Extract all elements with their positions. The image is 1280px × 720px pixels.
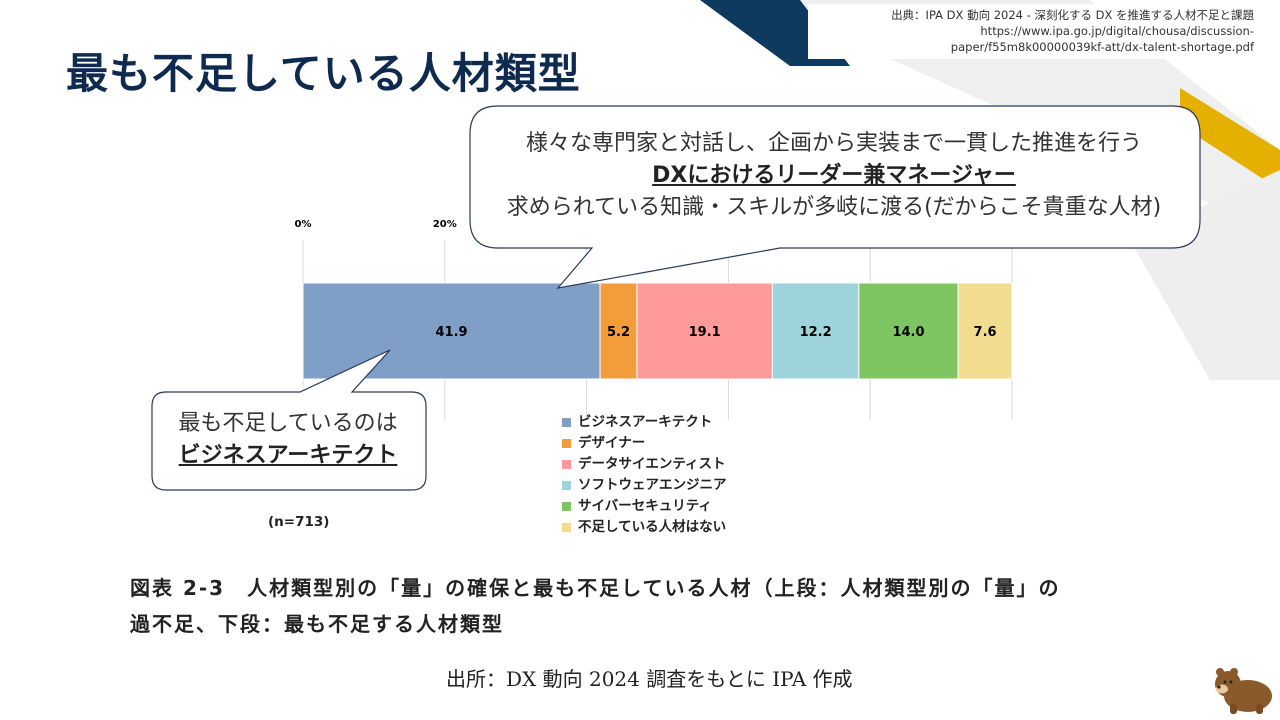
caption-line: 過不足、下段：最も不足する人材類型	[130, 612, 504, 636]
callout-left-line1: 最も不足しているのは	[178, 411, 398, 436]
figure-caption: 図表 2-3 人材類型別の「量」の確保と最も不足している人材（上段：人材類型別の…	[130, 570, 1210, 642]
bar-segment	[636, 282, 773, 380]
callout-left-text: 最も不足しているのは ビジネスアーキテクト	[152, 408, 424, 472]
legend-item: サイバーセキュリティ	[562, 496, 727, 517]
sample-size-label: (n=713)	[268, 514, 330, 530]
chart-data-labels: 41.9 5.2 19.1 12.2 14.0 7.6	[435, 325, 996, 340]
legend-item: データサイエンティスト	[562, 454, 727, 475]
callout-left-line2: ビジネスアーキテクト	[178, 443, 398, 468]
callout-top-text: 様々な専門家と対話し、企画から実装まで一貫した推進を行う DXにおけるリーダー兼…	[470, 128, 1198, 224]
legend-label: デザイナー	[578, 435, 646, 451]
bar-segment	[771, 282, 860, 380]
legend-label: データサイエンティスト	[578, 456, 726, 472]
legend-label: ソフトウェアエンジニア	[578, 477, 727, 493]
legend-label: ビジネスアーキテクト	[578, 414, 713, 430]
legend-item: ビジネスアーキテクト	[562, 412, 727, 433]
chart-bars	[302, 282, 1013, 380]
chart-legend: ビジネスアーキテクト デザイナー データサイエンティスト ソフトウェアエンジニア…	[562, 412, 727, 538]
callout-top-line2: DXにおけるリーダー兼マネージャー	[652, 163, 1016, 188]
callout-bubble-top	[469, 105, 1201, 289]
bar-segment	[858, 282, 959, 380]
source-line: https://www.ipa.go.jp/digital/chousa/dis…	[980, 24, 1254, 38]
legend-swatch	[562, 460, 571, 469]
bear-mascot-icon	[1215, 668, 1272, 714]
source-line: 出典：IPA DX 動向 2024 - 深刻化する DX を推進する人材不足と課…	[891, 8, 1254, 22]
bar-data-label: 5.2	[607, 325, 630, 340]
legend-swatch	[562, 418, 571, 427]
page-title: 最も不足している人材類型	[66, 49, 581, 98]
callout-top-line1: 様々な専門家と対話し、企画から実装まで一貫した推進を行う	[525, 131, 1142, 156]
legend-label: サイバーセキュリティ	[578, 498, 712, 514]
gold-stripe	[1180, 88, 1280, 190]
source-citation: 出典：IPA DX 動向 2024 - 深刻化する DX を推進する人材不足と課…	[808, 4, 1260, 59]
bar-segment	[957, 282, 1013, 380]
caption-line: 図表 2-3 人材類型別の「量」の確保と最も不足している人材（上段：人材類型別の…	[130, 576, 1061, 600]
legend-swatch	[562, 502, 571, 511]
legend-item: デザイナー	[562, 433, 727, 454]
legend-item: 不足している人材はない	[562, 517, 727, 538]
chart-x-ticks: 0% 20%	[295, 219, 457, 230]
x-tick-label: 20%	[433, 219, 457, 230]
source-line: paper/f55m8k00000039kf-att/dx-talent-sho…	[950, 40, 1254, 54]
bar-data-label: 19.1	[689, 325, 721, 340]
callout-bubble-left	[151, 349, 427, 491]
bar-segment	[302, 282, 601, 380]
legend-swatch	[562, 523, 571, 532]
callout-top-line3: 求められている知識・スキルが多岐に渡る(だからこそ貴重な人材)	[506, 195, 1162, 220]
bar-data-label: 41.9	[435, 325, 467, 340]
legend-label: 不足している人材はない	[578, 519, 727, 535]
legend-item: ソフトウェアエンジニア	[562, 475, 727, 496]
figure-origin: 出所：DX 動向 2024 調査をもとに IPA 作成	[446, 667, 853, 691]
x-tick-label: 0%	[295, 219, 312, 230]
legend-swatch	[562, 481, 571, 490]
bar-data-label: 14.0	[892, 325, 924, 340]
legend-swatch	[562, 439, 571, 448]
bar-data-label: 7.6	[974, 325, 997, 340]
bar-data-label: 12.2	[800, 325, 832, 340]
